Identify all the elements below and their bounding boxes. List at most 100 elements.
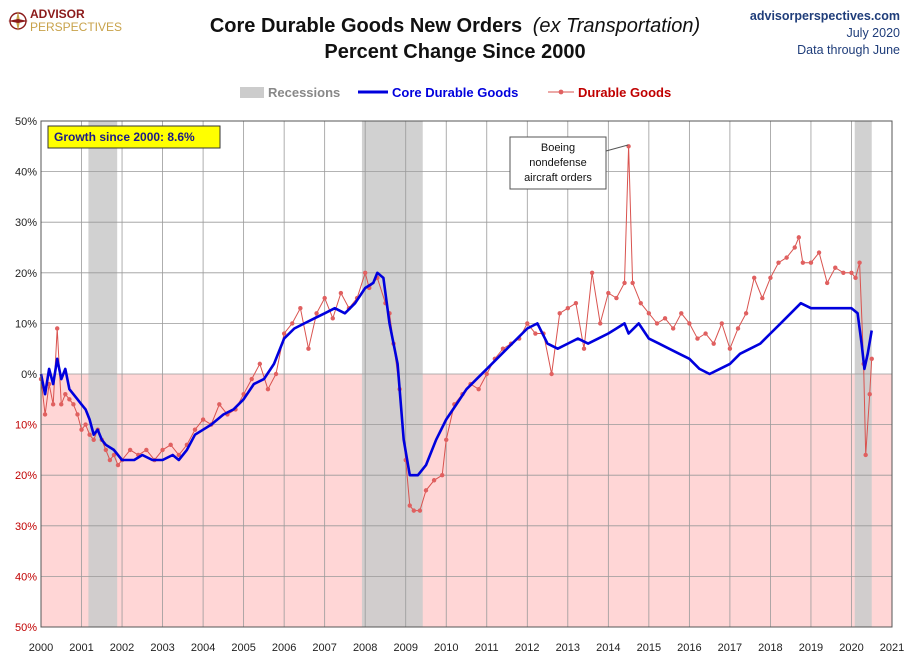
durable-goods-point bbox=[107, 457, 113, 463]
y-tick-label: 10% bbox=[15, 318, 37, 330]
durable-goods-point bbox=[362, 270, 368, 275]
durable-goods-point bbox=[869, 356, 874, 362]
logo-line2: PERSPECTIVES bbox=[30, 20, 122, 34]
durable-goods-point bbox=[298, 306, 303, 311]
durable-goods-point bbox=[484, 371, 489, 377]
durable-goods-point bbox=[192, 427, 198, 432]
x-tick-label: 2012 bbox=[515, 642, 539, 654]
y-tick-label: 40% bbox=[15, 167, 37, 179]
durable-goods-point bbox=[841, 270, 846, 275]
source-site: advisorperspectives.com bbox=[750, 9, 900, 23]
durable-goods-point bbox=[79, 427, 84, 432]
boeing-box bbox=[509, 136, 607, 190]
growth-label: Growth since 2000: 8.6% bbox=[54, 130, 195, 144]
x-tick-label: 2006 bbox=[272, 642, 296, 654]
durable-goods-point bbox=[711, 341, 716, 346]
durable-goods-point bbox=[200, 417, 206, 422]
durable-goods-point bbox=[127, 447, 133, 453]
durable-goods-point bbox=[557, 311, 562, 316]
durable-goods-point bbox=[622, 280, 627, 286]
growth-callout: Growth since 2000: 8.6% bbox=[47, 125, 221, 149]
durable-goods-point bbox=[784, 255, 789, 260]
x-tick-label: 2017 bbox=[718, 642, 742, 654]
durable-goods-point bbox=[55, 326, 60, 331]
durable-goods-point bbox=[525, 321, 530, 326]
durable-goods-point bbox=[654, 321, 660, 326]
durable-goods-point bbox=[598, 321, 603, 326]
durable-goods-point bbox=[808, 260, 814, 265]
legend-recessions-label: Recessions bbox=[268, 85, 340, 100]
durable-goods-point bbox=[71, 402, 76, 407]
durable-goods-point bbox=[646, 311, 652, 316]
durable-goods-point bbox=[330, 316, 335, 321]
durable-goods-point bbox=[816, 250, 822, 255]
y-tick-label: 0% bbox=[21, 369, 37, 381]
durable-goods-point bbox=[42, 412, 48, 417]
boeing-line-1: Boeing bbox=[541, 142, 575, 154]
boeing-pointer bbox=[605, 144, 629, 152]
chart-title: Core Durable Goods New Orders (ex Transp… bbox=[210, 15, 700, 37]
y-tick-label: 50% bbox=[15, 622, 37, 634]
durable-goods-point bbox=[217, 402, 222, 407]
durable-goods-point bbox=[160, 447, 165, 453]
x-tick-label: 2007 bbox=[312, 642, 336, 654]
y-tick-label: 40% bbox=[15, 571, 37, 583]
x-tick-label: 2011 bbox=[475, 642, 499, 654]
durable-goods-point bbox=[849, 270, 854, 275]
plot-background bbox=[41, 121, 892, 627]
x-tick-label: 2021 bbox=[880, 642, 904, 654]
durable-goods-point bbox=[695, 336, 700, 341]
durable-goods-point bbox=[59, 402, 64, 407]
x-tick-label: 2003 bbox=[150, 642, 174, 654]
y-tick-label: 50% bbox=[15, 116, 37, 128]
durable-goods-point bbox=[281, 331, 287, 336]
durable-goods-point bbox=[776, 260, 781, 265]
durable-goods-point bbox=[75, 412, 80, 417]
plot-border bbox=[40, 120, 893, 628]
y-tick-label: 30% bbox=[15, 217, 37, 229]
y-tick-label: 20% bbox=[15, 268, 37, 280]
durable-goods-point bbox=[176, 452, 181, 458]
durable-goods-point bbox=[533, 331, 538, 336]
durable-goods-point bbox=[796, 235, 801, 240]
x-tick-label: 2008 bbox=[353, 642, 377, 654]
durable-goods-point bbox=[111, 452, 117, 458]
x-tick-label: 2019 bbox=[799, 642, 823, 654]
durable-goods-point bbox=[306, 346, 311, 351]
x-tick-label: 2018 bbox=[758, 642, 782, 654]
durable-goods-point bbox=[581, 346, 587, 351]
x-tick-label: 2001 bbox=[69, 642, 93, 654]
x-tick-label: 2004 bbox=[191, 642, 215, 654]
durable-goods-point bbox=[719, 321, 724, 326]
durable-goods-point bbox=[614, 295, 619, 301]
boeing-line-2: nondefense bbox=[529, 157, 587, 169]
title-italic: (ex Transportation) bbox=[533, 15, 700, 37]
durable-goods-point bbox=[573, 300, 579, 306]
durable-goods-point bbox=[630, 280, 635, 286]
y-tick-label: 10% bbox=[15, 420, 37, 432]
durable-goods-point bbox=[606, 290, 611, 296]
durable-goods-point bbox=[857, 260, 862, 265]
durable-goods-point bbox=[735, 326, 741, 331]
durable-goods-point bbox=[338, 290, 344, 296]
durable-goods-point bbox=[638, 300, 643, 306]
durable-goods-point bbox=[91, 437, 96, 442]
durable-goods-point bbox=[768, 275, 773, 281]
x-tick-label: 2002 bbox=[110, 642, 134, 654]
boeing-callout: Boeing nondefense aircraft orders bbox=[509, 136, 629, 190]
durable-goods-point bbox=[824, 280, 830, 286]
durable-goods-point bbox=[565, 306, 571, 311]
durable-goods-point bbox=[63, 392, 68, 397]
x-tick-label: 2016 bbox=[677, 642, 701, 654]
durable-goods-point bbox=[670, 326, 676, 331]
legend-durable-marker bbox=[558, 89, 564, 95]
x-axis-ticks: 2000 2001 2002 2003 2004 2005 2006 2007 2008 2009… bbox=[29, 642, 904, 654]
durable-goods-point bbox=[314, 311, 319, 316]
durable-goods-point bbox=[249, 376, 254, 382]
x-tick-label: 2009 bbox=[393, 642, 417, 654]
durable-goods-point bbox=[103, 447, 109, 453]
source-note: Data through June bbox=[797, 43, 900, 57]
negative-zone bbox=[41, 374, 892, 627]
